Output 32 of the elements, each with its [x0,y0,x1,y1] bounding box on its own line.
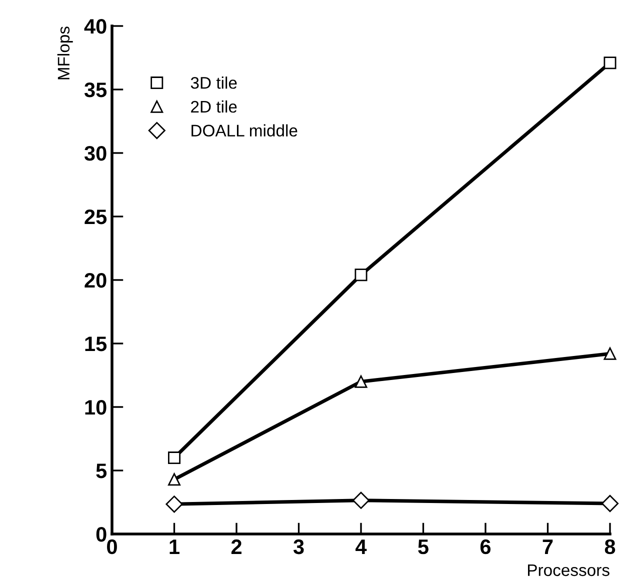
y-tick-label: 10 [85,400,106,415]
point [166,496,183,513]
x-tick-label: 8 [604,539,616,554]
point [604,56,616,70]
point [352,492,370,509]
x-tick-label: 4 [356,540,367,554]
x-tick-label: 2 [231,539,242,554]
y-tick-label: 25 [84,210,107,224]
y-tick-label: 20 [84,273,106,288]
x-tick-label: 5 [418,540,428,554]
x-tick-label: 1 [170,540,180,554]
y-tick-label: 0 [96,527,106,542]
point [354,268,368,282]
legend-label: 3D tile [190,76,237,89]
x-tick-label: 0 [107,539,117,554]
y-tick-label: 35 [84,82,107,98]
point [354,375,368,388]
legend-label: DOALL middle [192,124,298,137]
point [604,347,616,360]
y-tick-label: 15 [85,336,107,352]
x-tick-label: 3 [293,539,304,554]
point [601,494,619,512]
y-axis-title: MFlops [57,26,73,80]
y-tick-label: 40 [84,19,106,34]
point [168,473,180,486]
point [168,452,180,464]
y-tick-label: 30 [84,146,106,161]
y-tick-label: 5 [96,464,107,478]
x-tick-label: 6 [480,539,491,554]
legend-label: 2D tile [191,100,237,113]
x-axis-title: Processors [528,564,610,576]
x-tick-label: 7 [542,540,553,554]
